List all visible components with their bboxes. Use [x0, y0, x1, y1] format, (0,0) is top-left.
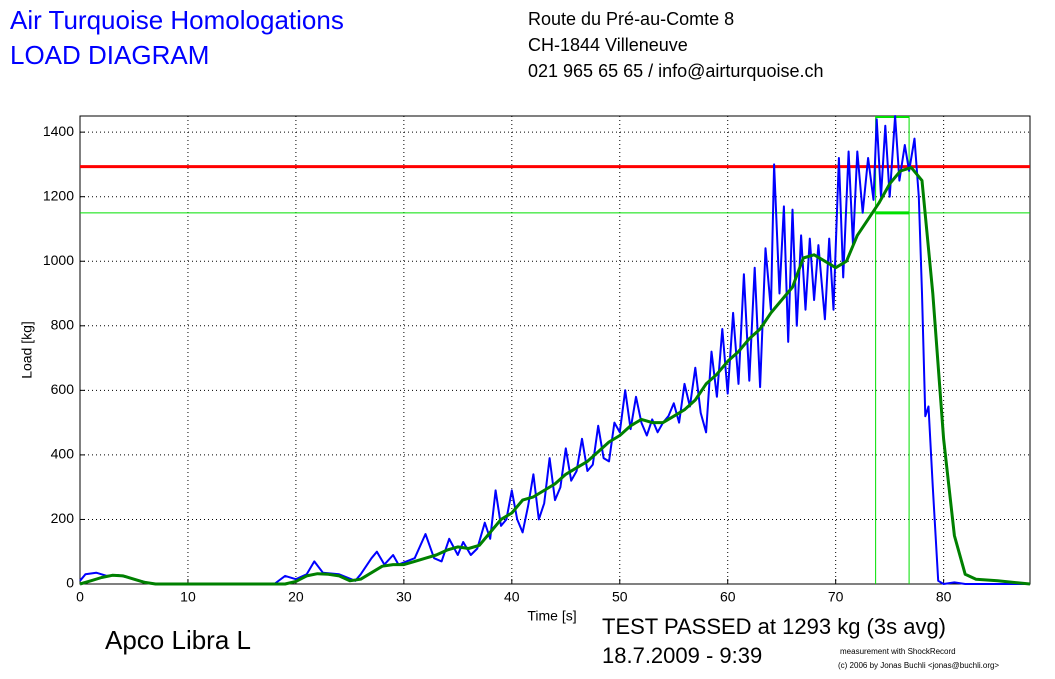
- credit: measurement with ShockRecord: [840, 647, 956, 656]
- credit: (c) 2006 by Jonas Buchli <jonas@buchli.o…: [838, 661, 999, 670]
- x-tick-label: 10: [180, 589, 196, 605]
- series-line: [79, 115, 1030, 585]
- y-tick-label: 800: [51, 316, 75, 332]
- x-tick-label: 50: [612, 589, 628, 605]
- x-tick-label: 0: [76, 589, 84, 605]
- plot-area: [79, 115, 1031, 585]
- x-tick-label: 20: [288, 589, 304, 605]
- x-tick-label: 60: [720, 589, 736, 605]
- chart-title: Air Turquoise Homologations: [10, 5, 344, 35]
- y-tick-label: 1400: [43, 123, 74, 139]
- y-tick-label: 1200: [43, 187, 74, 203]
- y-tick-label: 600: [51, 381, 75, 397]
- series-line: [79, 166, 1031, 586]
- x-tick-label: 80: [936, 589, 952, 605]
- chart-subtitle: LOAD DIAGRAM: [10, 40, 209, 70]
- x-axis-label: Time [s]: [527, 608, 576, 624]
- y-axis-label: Load [kg]: [19, 321, 35, 379]
- y-tick-label: 200: [51, 510, 75, 526]
- date: 18.7.2009 - 9:39: [602, 643, 762, 668]
- result: TEST PASSED at 1293 kg (3s avg): [602, 614, 946, 639]
- y-tick-label: 1000: [43, 252, 74, 268]
- x-tick-label: 40: [504, 589, 520, 605]
- y-tick-label: 400: [51, 446, 75, 462]
- x-tick-label: 70: [828, 589, 844, 605]
- address-line: Route du Pré-au-Comte 8: [528, 9, 734, 29]
- y-tick-label: 0: [66, 575, 74, 591]
- glider-name: Apco Libra L: [105, 625, 251, 655]
- address-line: 021 965 65 65 / info@airturquoise.ch: [528, 61, 823, 81]
- x-tick-label: 30: [396, 589, 412, 605]
- address-line: CH-1844 Villeneuve: [528, 35, 688, 55]
